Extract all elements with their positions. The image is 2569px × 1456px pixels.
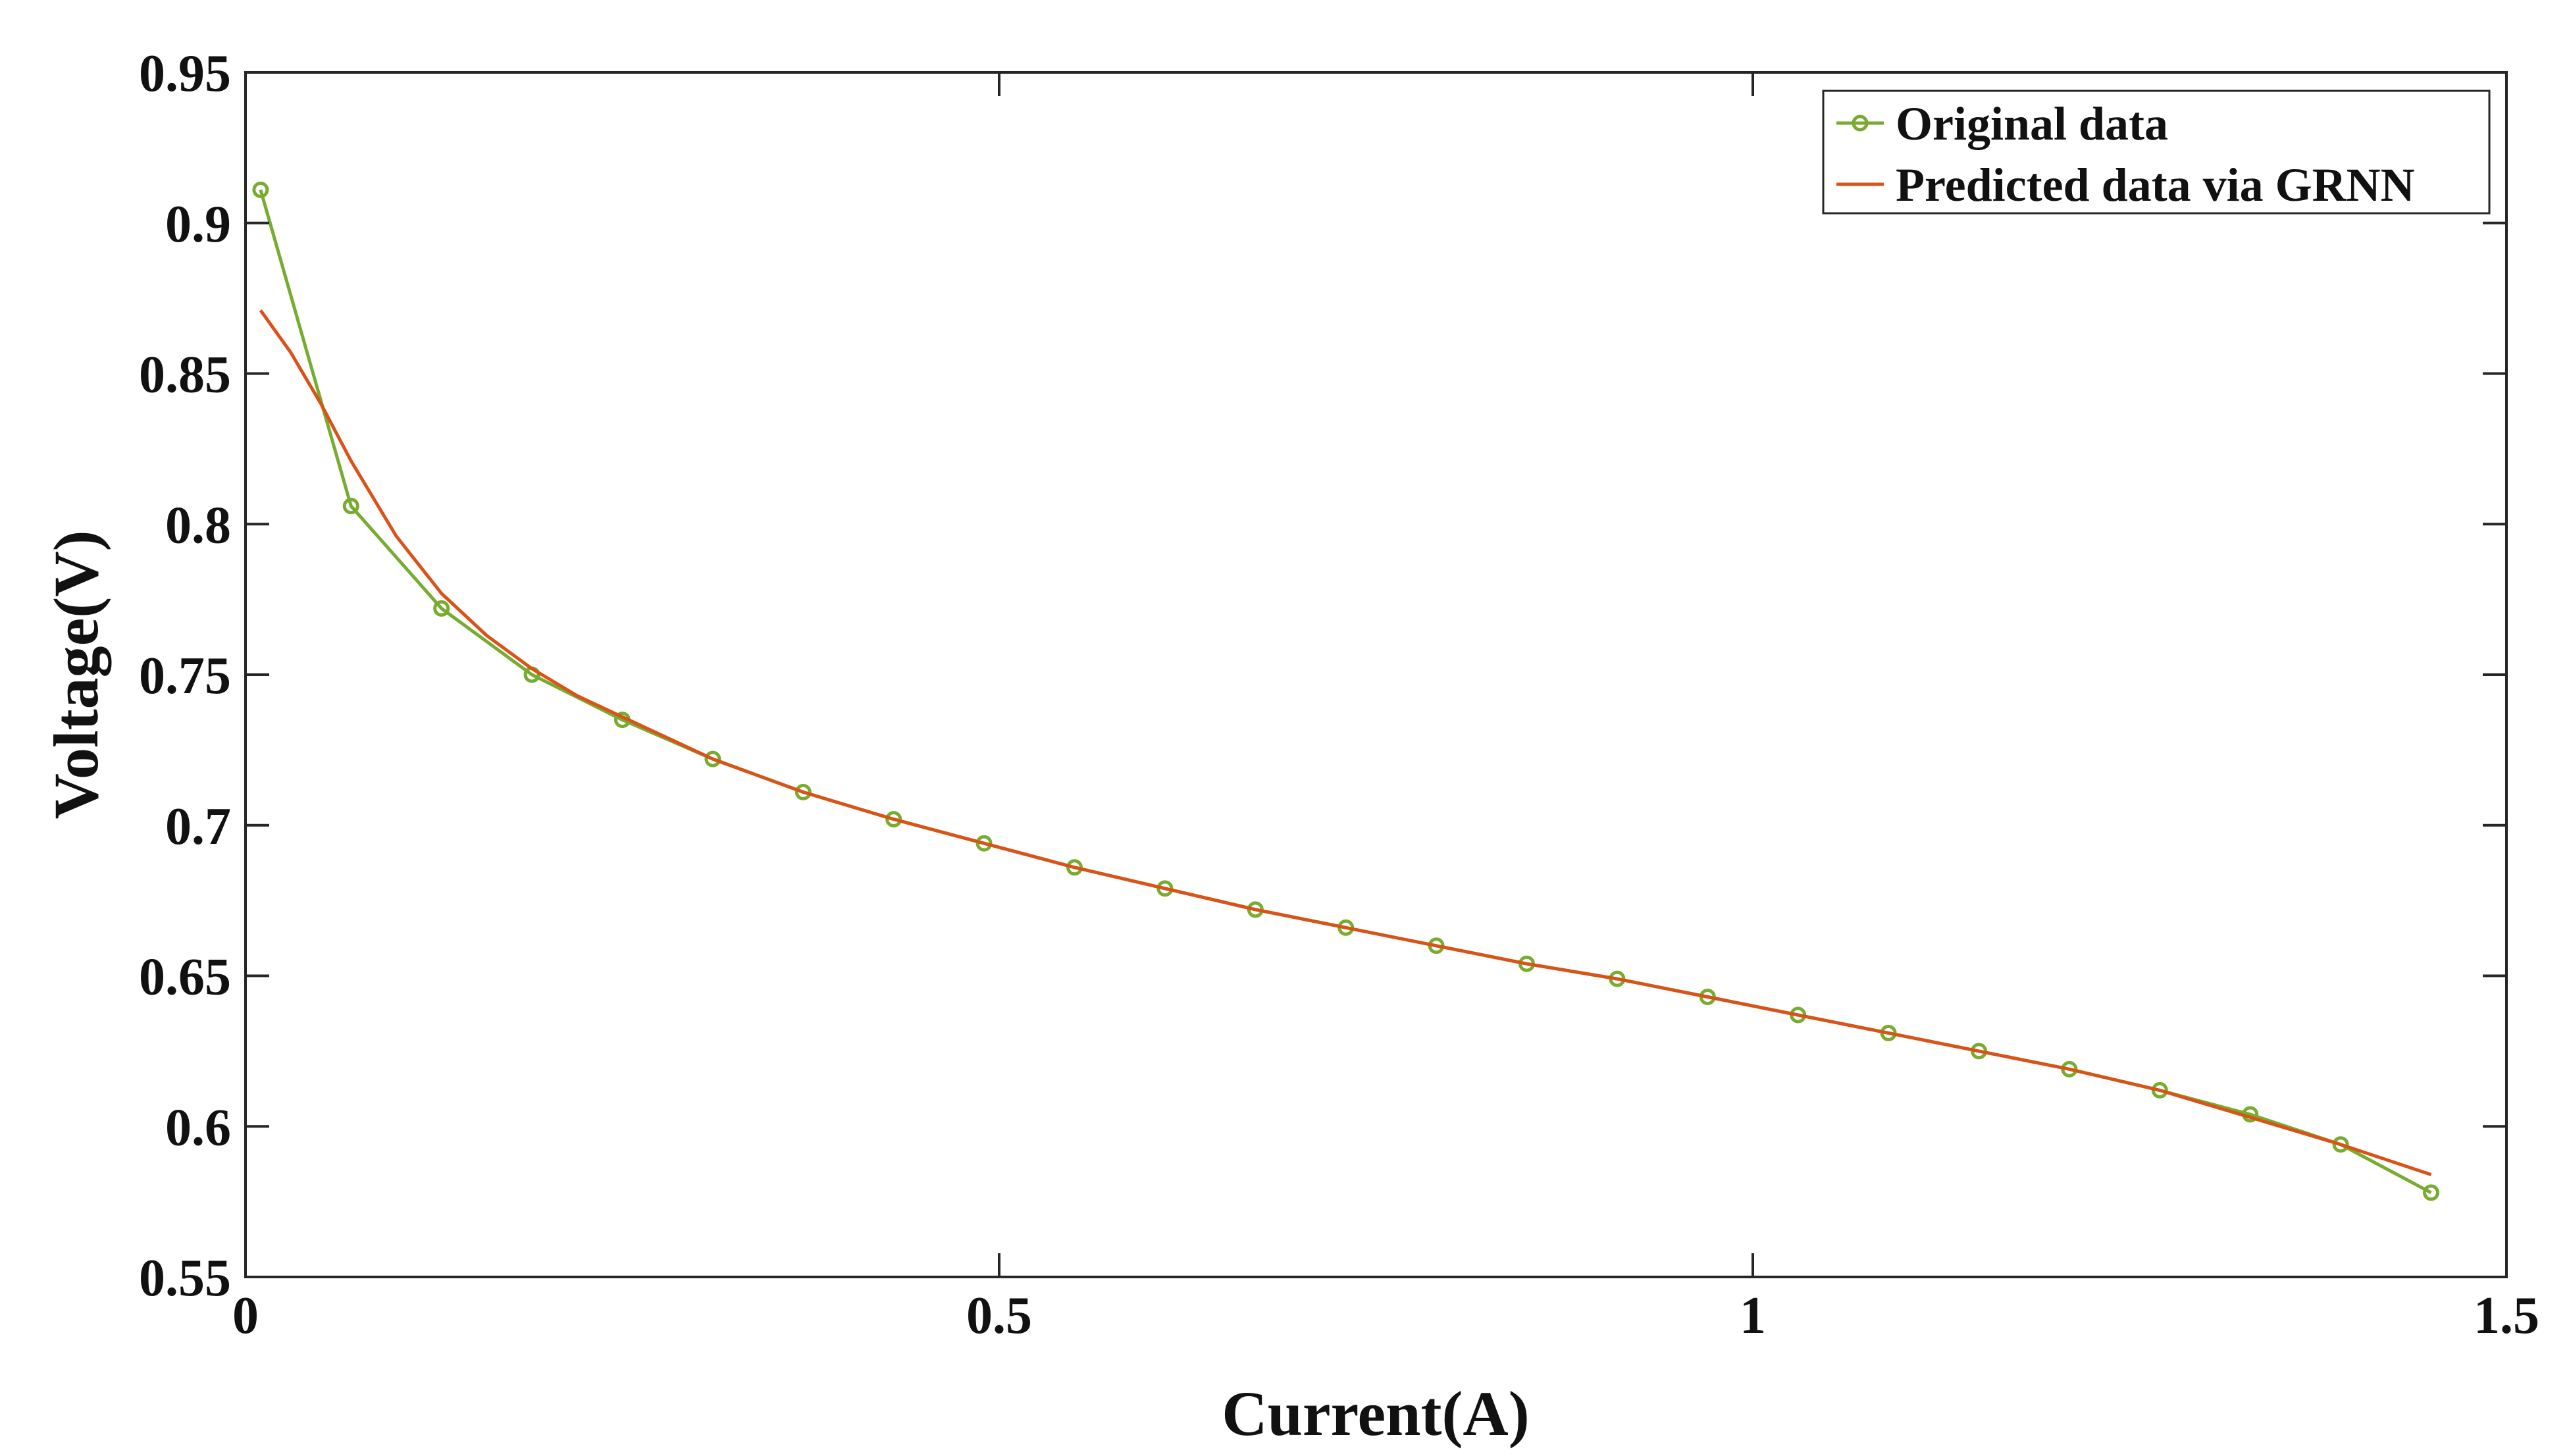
y-tick-label: 0.7 bbox=[165, 798, 231, 856]
x-axis-label: Current(A) bbox=[1222, 1378, 1529, 1449]
y-tick-label: 0.8 bbox=[165, 496, 231, 554]
y-tick-label: 0.6 bbox=[165, 1099, 231, 1157]
tick-layer: 0 0.5 1 1.5 0.55 0.6 0.65 0.7 0.75 0.8 0.85 0.9 0.95 bbox=[139, 45, 2539, 1345]
data-point-original bbox=[433, 600, 450, 617]
legend-box bbox=[1822, 90, 2491, 215]
y-tick-label: 0.95 bbox=[139, 45, 231, 103]
x-tick-label: 0 bbox=[232, 1287, 259, 1345]
data-point-original bbox=[704, 750, 721, 767]
y-tick-label: 0.85 bbox=[139, 346, 231, 404]
y-tick-label: 0.55 bbox=[139, 1249, 231, 1307]
x-tick-label: 1.5 bbox=[2474, 1287, 2539, 1345]
legend-marker-original bbox=[1852, 115, 1869, 132]
data-point-original bbox=[342, 498, 359, 515]
y-tick-label: 0.75 bbox=[139, 647, 231, 705]
legend-label-original: Original data bbox=[1896, 97, 2168, 150]
y-axis-label: Voltage(V) bbox=[41, 530, 111, 819]
data-point-original bbox=[2423, 1184, 2439, 1201]
legend: Original data Predicted data via GRNN bbox=[1822, 90, 2491, 215]
data-point-original bbox=[2332, 1136, 2349, 1153]
series-line-predicted bbox=[259, 309, 2432, 1176]
x-tick-label: 1 bbox=[1740, 1287, 1766, 1345]
series-layer bbox=[252, 181, 2439, 1201]
data-point-original bbox=[794, 783, 812, 800]
x-tick-label: 0.5 bbox=[966, 1287, 1032, 1345]
y-tick-label: 0.9 bbox=[165, 195, 231, 253]
legend-label-predicted: Predicted data via GRNN bbox=[1896, 159, 2415, 211]
data-point-original bbox=[885, 811, 902, 828]
data-point-original bbox=[252, 181, 269, 198]
data-point-original bbox=[975, 835, 993, 852]
y-tick-label: 0.65 bbox=[139, 949, 231, 1006]
